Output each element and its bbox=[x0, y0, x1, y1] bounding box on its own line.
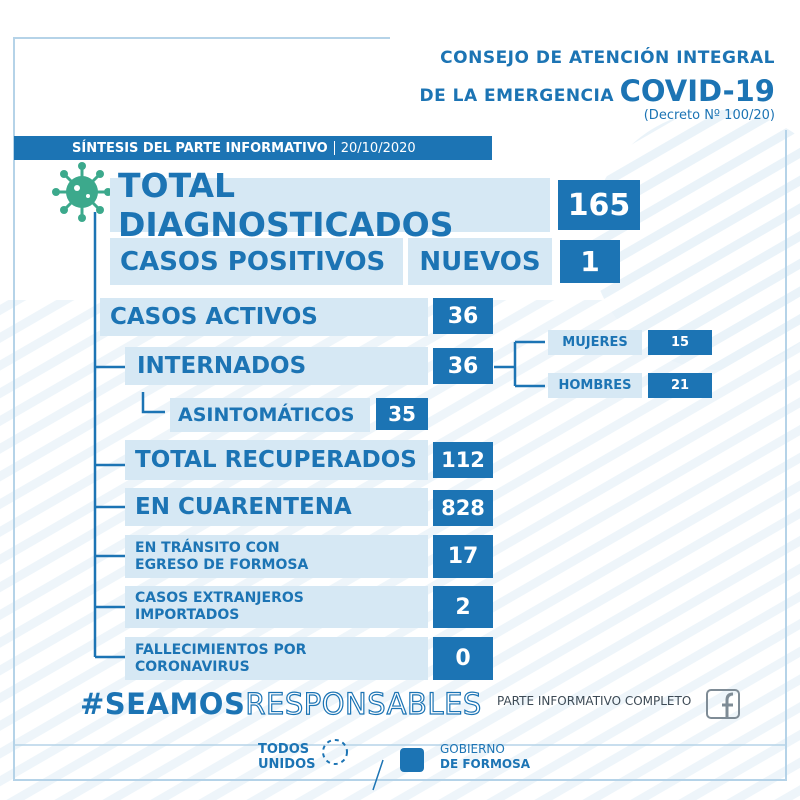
label-line: EGRESO DE FORMOSA bbox=[135, 556, 309, 573]
header-line1: CONSEJO DE ATENCIÓN INTEGRAL bbox=[440, 48, 775, 68]
label: HOMBRES bbox=[548, 373, 642, 398]
value: 112 bbox=[433, 442, 493, 478]
tree-lines bbox=[93, 212, 165, 659]
stripes bbox=[590, 110, 800, 370]
subtitle-date: 20/10/2020 bbox=[340, 140, 416, 156]
subtitle-bar: SÍNTESIS DEL PARTE INFORMATIVO 20/10/2020 bbox=[14, 136, 492, 160]
label: CASOS ACTIVOS bbox=[100, 298, 428, 336]
covid: COVID-19 bbox=[619, 74, 775, 108]
logo-gobierno: GOBIERNO DE FORMOSA bbox=[440, 737, 530, 777]
virus-icon bbox=[52, 162, 112, 222]
facebook-f bbox=[722, 692, 734, 718]
subtitle-label: SÍNTESIS DEL PARTE INFORMATIVO bbox=[72, 140, 328, 156]
hashtag: #SEAMOS RESPONSABLES bbox=[80, 686, 482, 722]
label: EN CUARENTENA bbox=[125, 488, 428, 526]
label-line: EN TRÁNSITO CON bbox=[135, 539, 280, 556]
value: 36 bbox=[433, 298, 493, 334]
label: INTERNADOS bbox=[125, 347, 428, 385]
label: ASINTOMÁTICOS bbox=[170, 398, 370, 432]
link[interactable]: PARTE INFORMATIVO COMPLETO bbox=[497, 694, 692, 708]
label-line: CASOS EXTRANJEROS bbox=[135, 590, 304, 606]
label: TOTAL RECUPERADOS bbox=[125, 440, 428, 480]
hashtag-main: #SEAMOS bbox=[80, 687, 246, 721]
logo-line: TODOS bbox=[258, 742, 310, 757]
logo-line: DE FORMOSA bbox=[440, 757, 531, 771]
label: NUEVOS bbox=[408, 238, 552, 285]
logo-todos: TODOS UNIDOS bbox=[258, 737, 315, 777]
frame bbox=[13, 37, 787, 781]
value: 35 bbox=[376, 398, 428, 430]
value: 21 bbox=[648, 373, 712, 398]
value: 828 bbox=[433, 490, 493, 526]
facebook-icon bbox=[706, 689, 740, 719]
hashtag-outline: RESPONSABLES bbox=[245, 686, 482, 721]
value: 15 bbox=[648, 330, 712, 355]
header-line2-text: DE LA EMERGENCIA bbox=[419, 86, 615, 106]
label: EN TRÁNSITO CON EGRESO DE FORMOSA bbox=[125, 535, 428, 578]
value: 1 bbox=[560, 240, 620, 283]
label: TOTAL DIAGNOSTICADOS bbox=[110, 166, 550, 244]
value: 17 bbox=[433, 535, 493, 578]
label-line: IMPORTADOS bbox=[135, 607, 240, 623]
value: 2 bbox=[433, 586, 493, 628]
label-line: CORONAVIRUS bbox=[135, 658, 250, 675]
value: 165 bbox=[558, 180, 640, 230]
label: CASOS POSITIVOS bbox=[110, 238, 403, 285]
value: 36 bbox=[433, 348, 493, 384]
logo-line: GOBIERNO bbox=[440, 742, 505, 756]
header-line2: DE LA EMERGENCIA COVID-19 bbox=[419, 74, 775, 108]
label-line: FALLECIMIENTOS POR bbox=[135, 641, 307, 658]
value: 0 bbox=[433, 637, 493, 680]
decree: (Decreto Nº 100/20) bbox=[643, 108, 775, 123]
label: CASOS EXTRANJEROS IMPORTADOS bbox=[125, 586, 428, 628]
logo-line: UNIDOS bbox=[258, 757, 316, 772]
todos-logo bbox=[322, 739, 348, 765]
label: MUJERES bbox=[548, 330, 642, 355]
separator bbox=[372, 759, 384, 791]
branch-lines bbox=[494, 340, 545, 388]
label: FALLECIMIENTOS POR CORONAVIRUS bbox=[125, 637, 428, 680]
sep bbox=[333, 141, 335, 155]
formosa-shield bbox=[400, 748, 424, 772]
